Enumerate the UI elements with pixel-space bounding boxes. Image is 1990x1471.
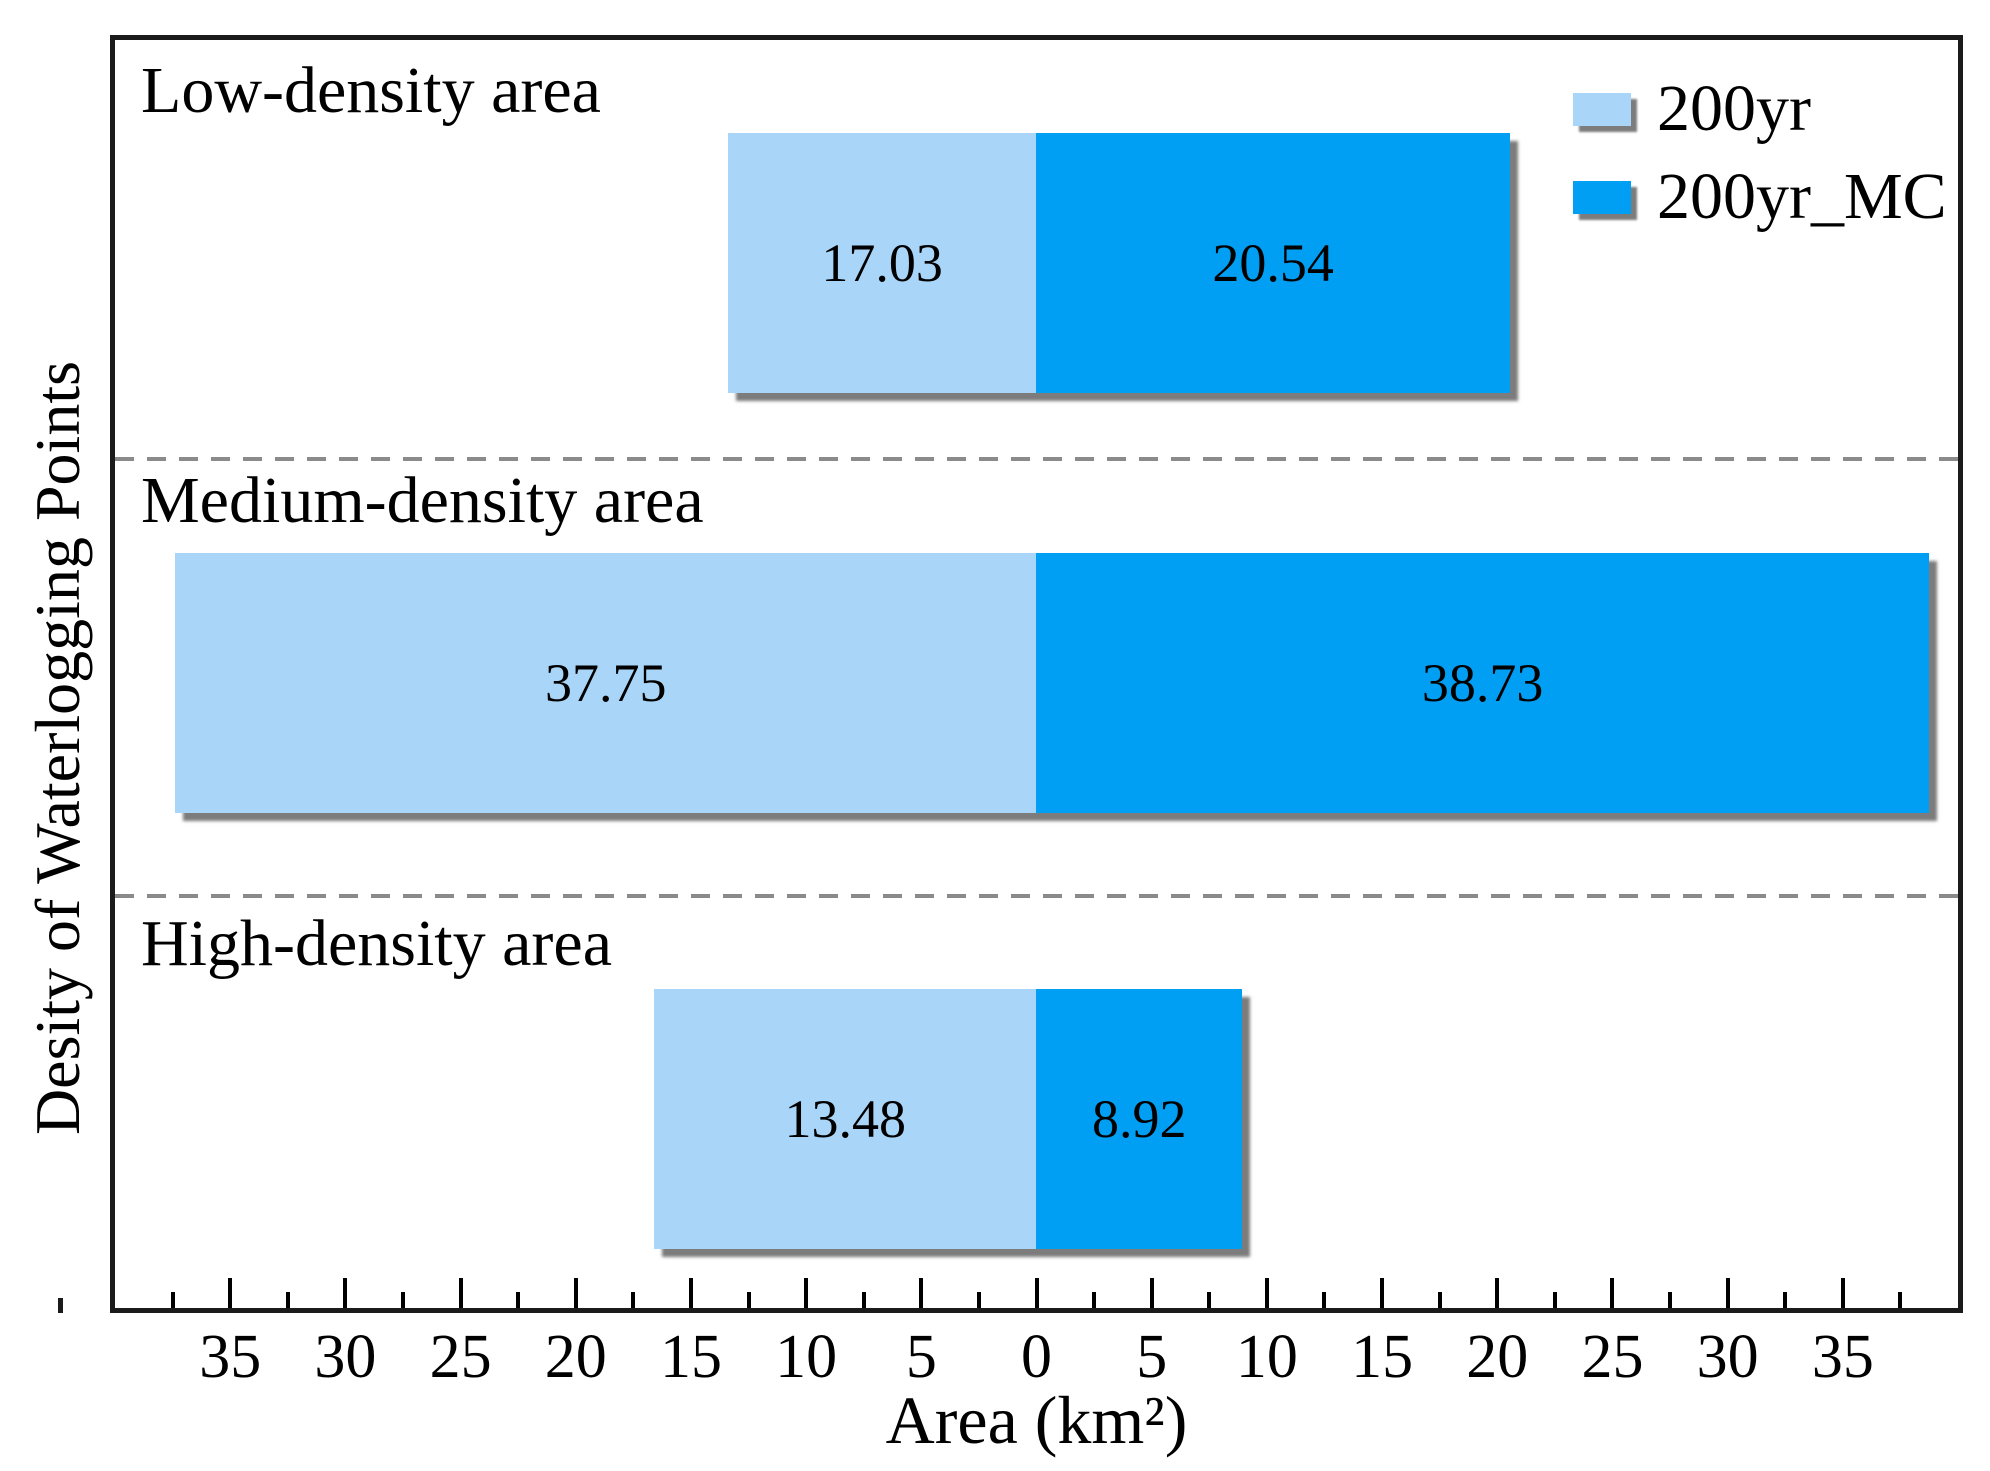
bar-segment-200yr: 17.03 [727,133,1037,393]
x-major-tick [1610,1278,1615,1308]
x-tick-label: 10 [1235,1323,1298,1391]
x-tick-label: 35 [199,1323,262,1391]
x-tick-label: 20 [544,1323,607,1391]
plot-area: 200yr 200yr_MC Low-density area 17.03 20.54… [110,35,1963,1313]
legend-label: 200yr_MC [1657,160,1947,233]
x-tick-label: 5 [1136,1323,1168,1391]
x-major-tick [919,1278,924,1308]
x-major-tick [1380,1278,1385,1308]
x-minor-tick [861,1292,866,1308]
category-label: High-density area [141,907,612,980]
y-axis-tick [58,1298,63,1313]
x-major-tick [458,1278,463,1308]
x-major-tick [1495,1278,1500,1308]
x-minor-tick [285,1292,290,1308]
x-major-tick [573,1278,578,1308]
x-tick-label: 15 [659,1323,722,1391]
bar-value-label: 20.54 [1212,233,1334,293]
category-label: Medium-density area [141,464,704,537]
bar-segment-200yr_MC: 20.54 [1036,133,1510,393]
x-major-tick [688,1278,693,1308]
bar-segment-200yr_MC: 38.73 [1036,553,1929,813]
x-tick-label: 25 [429,1323,492,1391]
x-minor-tick [1207,1292,1212,1308]
x-minor-tick [1898,1292,1903,1308]
x-minor-tick [400,1292,405,1308]
legend-swatch-200yr_MC [1573,180,1631,214]
x-tick-label: 35 [1811,1323,1874,1391]
x-tick-label: 30 [314,1323,377,1391]
x-minor-tick [1322,1292,1327,1308]
bar-segment-200yr_MC: 8.92 [1036,989,1242,1249]
legend-label: 200yr [1657,72,1811,145]
x-minor-tick [1668,1292,1673,1308]
x-minor-tick [631,1292,636,1308]
section-separator-1 [115,457,1958,461]
legend: 200yr 200yr_MC [1573,76,1947,230]
x-minor-tick [1783,1292,1788,1308]
x-axis-title: Area (km²) [885,1382,1188,1458]
bar-row: 17.03 20.54 [727,133,1510,393]
x-tick-label: 25 [1581,1323,1644,1391]
bar-value-label: 38.73 [1421,653,1544,713]
x-major-tick [1034,1278,1039,1308]
x-major-tick [1149,1278,1154,1308]
x-major-tick [1725,1278,1730,1308]
category-label: Low-density area [141,54,601,127]
bar-value-label: 17.03 [821,233,943,293]
legend-swatch-200yr [1573,92,1631,126]
x-minor-tick [516,1292,521,1308]
bar-segment-200yr: 37.75 [174,553,1037,813]
y-axis-title: Desity of Waterlogging Points [22,360,93,1136]
x-major-tick [1264,1278,1269,1308]
x-major-tick [343,1278,348,1308]
x-tick-label: 5 [905,1323,937,1391]
x-minor-tick [976,1292,981,1308]
bar-row: 13.48 8.92 [654,989,1242,1249]
bar-row: 37.75 38.73 [174,553,1929,813]
x-tick-label: 15 [1351,1323,1414,1391]
bar-value-label: 13.48 [784,1089,907,1149]
legend-item-200yr_MC: 200yr_MC [1573,164,1947,230]
x-tick-label: 0 [1021,1323,1052,1391]
x-minor-tick [170,1292,175,1308]
x-tick-label: 30 [1696,1323,1759,1391]
legend-item-200yr: 200yr [1573,76,1947,142]
x-minor-tick [1552,1292,1557,1308]
x-major-tick [1840,1278,1845,1308]
x-major-tick [228,1278,233,1308]
x-minor-tick [1437,1292,1442,1308]
x-minor-tick [746,1292,751,1308]
section-separator-2 [115,894,1958,898]
x-major-tick [804,1278,809,1308]
bar-value-label: 8.92 [1091,1089,1187,1149]
x-tick-label: 10 [775,1323,838,1391]
x-tick-label: 20 [1466,1323,1529,1391]
x-minor-tick [1092,1292,1097,1308]
bar-segment-200yr: 13.48 [654,989,1037,1249]
bar-value-label: 37.75 [544,653,667,713]
